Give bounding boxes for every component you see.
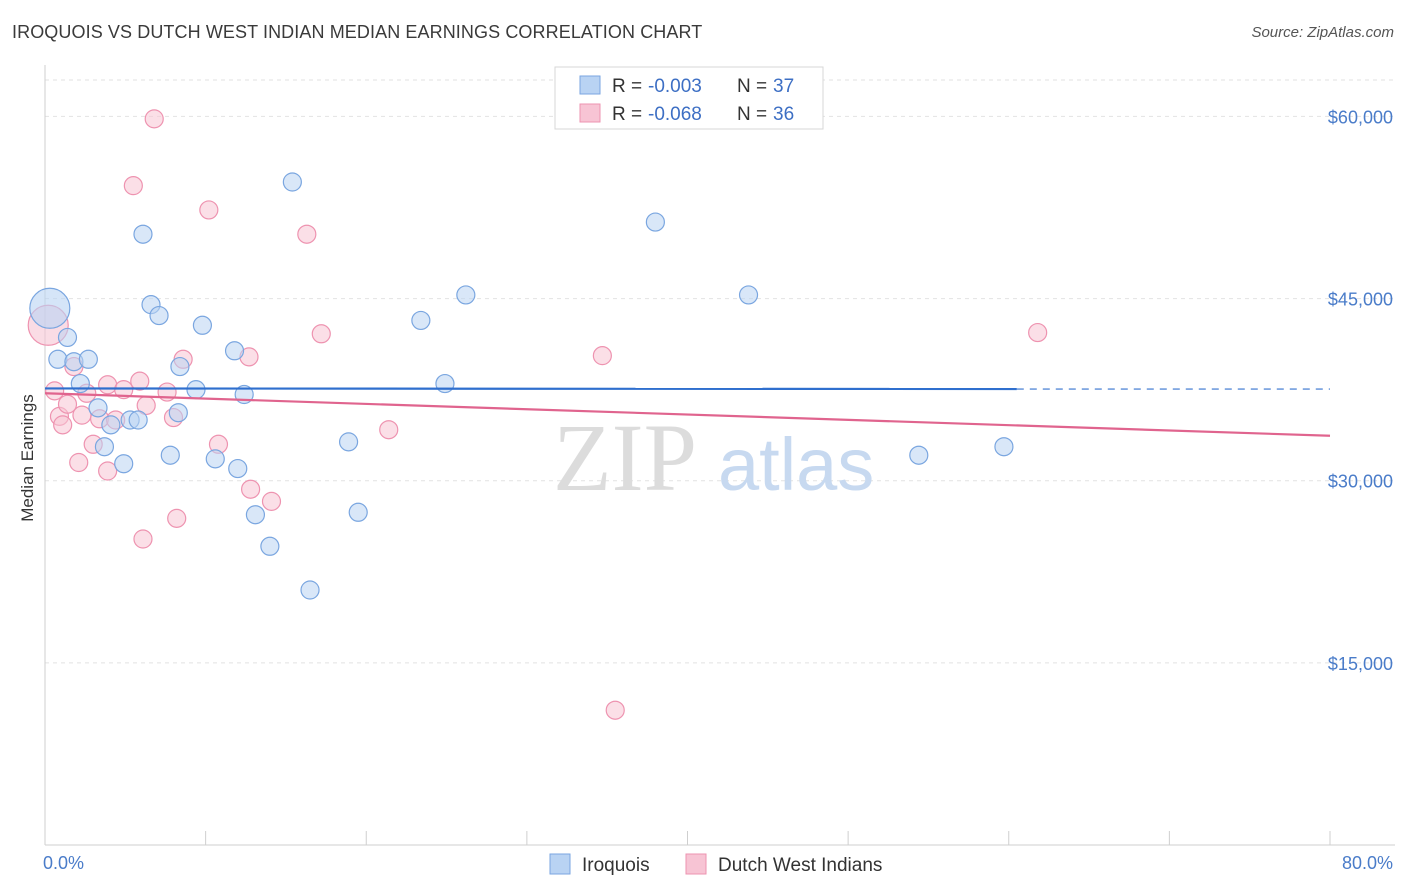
chart-title: IROQUOIS VS DUTCH WEST INDIAN MEDIAN EAR… [12,22,703,42]
bottom-legend-dutch: Dutch West Indians [718,855,882,876]
iroquois-point [282,172,302,192]
y-tick-label: $15,000 [1328,654,1393,674]
iroquois-point [78,349,98,369]
x-tick-label-max: 80.0% [1342,853,1393,873]
iroquois-point [411,310,431,331]
dutch-west-indians-point [144,109,164,129]
legend-r-value-2: -0.068 [648,104,702,125]
dutch-west-indians-point [167,508,187,528]
bottom-legend-swatch-dutch [685,853,707,875]
dutch-west-indians-point [297,224,317,244]
dutch-west-indians-point [45,381,65,401]
iroquois-point [260,536,280,556]
bottom-legend-iroquois: Iroquois [582,855,650,876]
iroquois-point [29,287,71,329]
correlation-legend: R = -0.003 N = 37 R = -0.068 N = 36 [554,66,824,130]
iroquois-point [114,454,134,474]
dutch-west-indians-point [133,529,153,549]
dutch-west-indians-point [123,176,143,196]
dutch-west-indians-point [130,371,150,391]
iroquois-point [224,341,245,361]
iroquois-point [186,380,206,400]
iroquois-point [456,285,476,305]
x-tick-label-min: 0.0% [43,853,84,873]
dutch-west-indians-point [72,405,92,425]
iroquois-point [88,398,108,418]
iroquois-point [128,410,148,430]
legend-n-value-1: 37 [773,76,794,97]
iroquois-point [645,212,665,232]
dutch-west-indians-point [261,491,282,511]
watermark: ZIP atlas [553,404,874,511]
dutch-west-indians-point [57,394,78,414]
watermark-zip: ZIP [553,404,697,511]
dutch-west-indians-point [69,452,89,473]
trend-lines [44,387,1331,437]
iroquois-point [70,373,90,394]
dutch-west-indians-trend-line [44,392,1331,437]
iroquois-point [909,445,929,465]
watermark-atlas: atlas [718,423,874,506]
iroquois-point [205,449,225,469]
iroquois-point [435,373,455,394]
dutch-west-indians-point [1028,322,1048,343]
iroquois-point [48,349,68,369]
iroquois-trend-line [44,387,1017,391]
axes: $15,000 $30,000 $45,000 $60,000 0.0% 80.0% [43,65,1395,873]
iroquois-points [29,172,1014,600]
iroquois-point [192,315,213,335]
iroquois-point [228,458,248,479]
series-legend: Iroquois Dutch West Indians [549,853,882,876]
bottom-legend-swatch-iroquois [549,853,571,875]
iroquois-point [57,327,78,348]
legend-r-label-2: R = [612,104,642,125]
iroquois-point [94,437,115,457]
grid-lines [45,79,1395,664]
iroquois-point [300,580,320,600]
legend-n-label-1: N = [737,76,767,97]
iroquois-point [348,502,368,522]
y-axis-label: Median Earnings [18,394,37,522]
y-tick-label: $30,000 [1328,472,1393,492]
dutch-west-indians-point [605,700,625,720]
y-tick-label: $60,000 [1328,107,1393,127]
iroquois-point [101,415,121,435]
dutch-west-indians-point [53,415,73,435]
dutch-west-indians-point [311,324,331,344]
dutch-west-indians-point [98,461,118,481]
iroquois-point [245,505,266,525]
dutch-west-indians-point [98,375,118,395]
iroquois-point [994,437,1014,457]
dutch-west-indians-point [241,479,261,499]
iroquois-point [160,445,180,465]
dutch-west-indians-point [199,200,219,220]
iroquois-point [170,356,190,377]
iroquois-point [738,285,759,305]
legend-n-label-2: N = [737,104,767,125]
iroquois-point [338,432,359,452]
dutch-west-indians-point [592,346,612,366]
legend-swatch-iroquois [579,75,601,95]
iroquois-point [168,403,188,423]
dutch-west-indians-point [379,420,399,440]
dutch-west-indians-point [114,380,134,400]
legend-swatch-dutch [579,103,601,123]
legend-r-value-1: -0.003 [648,76,702,97]
iroquois-point [133,224,153,244]
legend-n-value-2: 36 [773,104,794,125]
legend-r-label-1: R = [612,76,642,97]
iroquois-point [149,305,169,326]
source-label: Source: ZipAtlas.com [1251,24,1394,41]
y-tick-label: $45,000 [1328,290,1393,310]
